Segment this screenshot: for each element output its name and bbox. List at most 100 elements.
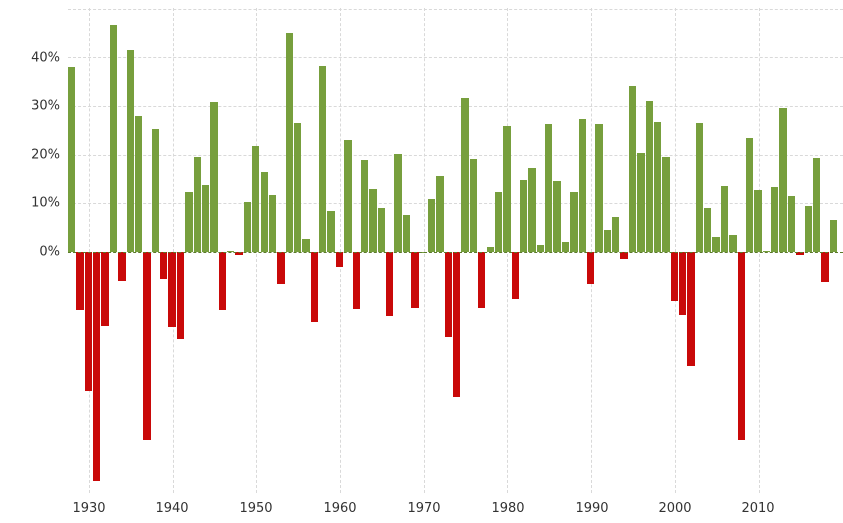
bar-2006[interactable] (720, 185, 729, 252)
bar-1968[interactable] (402, 214, 411, 252)
bar-1938[interactable] (151, 129, 160, 252)
bar-1974[interactable] (453, 252, 461, 397)
bar-1953[interactable] (277, 252, 285, 285)
bar-1992[interactable] (603, 230, 612, 252)
bar-1932[interactable] (101, 252, 109, 327)
bar-1975[interactable] (461, 98, 469, 252)
bar-1944[interactable] (201, 184, 210, 252)
bar-2009[interactable] (745, 137, 754, 252)
x-tick-1930: 1930 (72, 501, 106, 516)
bar-1979[interactable] (494, 192, 503, 252)
bar-1950[interactable] (252, 145, 260, 252)
bar-1958[interactable] (319, 66, 327, 252)
bar-1937[interactable] (143, 252, 151, 440)
bar-1939[interactable] (160, 252, 168, 279)
bar-1928[interactable] (68, 67, 76, 252)
h-gridline (68, 155, 843, 156)
bar-1933[interactable] (109, 25, 118, 252)
bar-2018[interactable] (821, 252, 829, 283)
bar-1934[interactable] (118, 252, 126, 281)
bar-2014[interactable] (787, 196, 796, 252)
v-gridline (424, 8, 425, 493)
bar-1949[interactable] (243, 201, 252, 252)
bar-1985[interactable] (545, 123, 553, 252)
bar-1977[interactable] (478, 252, 486, 308)
bar-1988[interactable] (570, 191, 578, 252)
bar-1954[interactable] (285, 32, 293, 252)
y-tick-0: 0% (39, 244, 60, 260)
bar-1942[interactable] (185, 191, 193, 252)
bar-1984[interactable] (536, 245, 545, 252)
bar-2001[interactable] (679, 252, 687, 316)
x-tick-2000: 2000 (658, 501, 692, 516)
h-gridline (68, 9, 843, 10)
bar-2005[interactable] (712, 237, 720, 252)
bar-1940[interactable] (168, 252, 176, 327)
bar-1952[interactable] (268, 194, 277, 252)
bar-1951[interactable] (260, 171, 268, 252)
bar-1993[interactable] (612, 217, 620, 252)
bar-1978[interactable] (486, 246, 494, 252)
bar-1962[interactable] (352, 252, 360, 310)
bar-1948[interactable] (235, 252, 243, 256)
bar-1990[interactable] (586, 252, 595, 285)
bar-2011[interactable] (762, 251, 771, 252)
bar-1969[interactable] (411, 252, 419, 308)
bar-1982[interactable] (519, 179, 528, 252)
bar-1972[interactable] (436, 176, 444, 252)
bar-1955[interactable] (293, 123, 302, 252)
bar-1964[interactable] (369, 188, 377, 252)
bar-1973[interactable] (444, 252, 452, 337)
bar-2012[interactable] (771, 186, 779, 252)
bar-1976[interactable] (469, 158, 478, 252)
bar-1956[interactable] (302, 239, 310, 252)
bar-2019[interactable] (829, 220, 838, 252)
bar-1946[interactable] (218, 252, 227, 310)
bar-2003[interactable] (695, 123, 704, 252)
bar-2000[interactable] (670, 252, 678, 302)
bar-2015[interactable] (796, 252, 804, 256)
bar-1960[interactable] (335, 252, 344, 267)
bar-1987[interactable] (561, 242, 570, 252)
bar-1981[interactable] (511, 252, 519, 300)
bar-1967[interactable] (394, 154, 402, 252)
bar-1943[interactable] (193, 157, 201, 252)
bar-1971[interactable] (427, 199, 436, 252)
bar-1994[interactable] (620, 252, 628, 260)
bar-1980[interactable] (503, 126, 511, 252)
bar-1997[interactable] (645, 101, 653, 252)
bar-1947[interactable] (227, 251, 235, 252)
bar-1991[interactable] (595, 123, 603, 252)
bar-2004[interactable] (704, 208, 712, 252)
bar-1986[interactable] (553, 180, 561, 252)
bar-1966[interactable] (386, 252, 394, 316)
bar-2010[interactable] (754, 189, 762, 252)
bar-1945[interactable] (210, 102, 218, 252)
bar-2002[interactable] (687, 252, 695, 366)
bar-1963[interactable] (360, 159, 369, 252)
bar-1929[interactable] (76, 252, 84, 310)
bar-1983[interactable] (528, 167, 536, 252)
bar-2008[interactable] (737, 252, 745, 440)
bar-1936[interactable] (134, 116, 143, 252)
bar-1989[interactable] (578, 119, 586, 252)
bar-1941[interactable] (176, 252, 185, 340)
bar-2013[interactable] (779, 107, 787, 252)
bar-1999[interactable] (662, 157, 670, 252)
bar-1957[interactable] (310, 252, 319, 322)
bar-1930[interactable] (84, 252, 93, 391)
h-gridline (68, 57, 843, 58)
bar-1961[interactable] (344, 139, 352, 252)
bar-2007[interactable] (729, 234, 737, 252)
bar-2016[interactable] (804, 205, 812, 252)
v-gridline (340, 8, 341, 493)
bar-1935[interactable] (126, 50, 134, 252)
bar-1998[interactable] (653, 121, 662, 252)
y-tick-10: 10% (31, 195, 60, 211)
bar-1931[interactable] (93, 252, 101, 482)
bar-1959[interactable] (327, 210, 335, 252)
bar-2017[interactable] (812, 157, 821, 252)
bar-1965[interactable] (377, 207, 386, 252)
bar-1995[interactable] (628, 85, 637, 252)
bar-1996[interactable] (637, 153, 645, 252)
